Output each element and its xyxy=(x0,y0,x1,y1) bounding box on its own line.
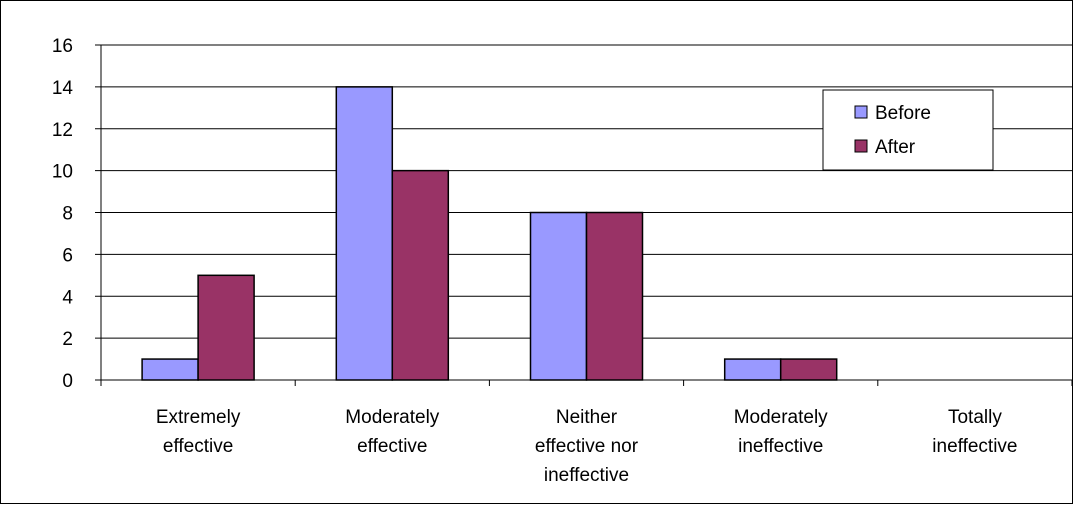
x-tick-label-line: Extremely xyxy=(156,407,241,428)
x-tick-label-line: ineffective xyxy=(544,465,629,486)
x-tick-labels: Extremely effective Moderately effective Nei… xyxy=(156,407,1018,486)
x-tick-label: Moderately ineffective xyxy=(734,407,828,457)
x-tick-label-line: effective xyxy=(357,436,427,457)
x-tick-label: Totally ineffective xyxy=(932,407,1017,457)
x-tick-label-line: Neither xyxy=(556,407,618,428)
bar-after xyxy=(585,211,644,381)
y-tick-label: 8 xyxy=(62,204,73,225)
legend-label-after: After xyxy=(875,137,916,158)
x-tick-label-line: ineffective xyxy=(932,436,1017,457)
y-tick-label: 2 xyxy=(62,329,73,350)
x-tick-label-line: ineffective xyxy=(738,436,823,457)
x-tick-label: Neither effective nor ineffective xyxy=(535,407,639,486)
legend-label-before: Before xyxy=(875,103,931,124)
y-tick-label: 6 xyxy=(62,245,73,266)
x-tick-label: Extremely effective xyxy=(156,407,241,457)
y-tick-label: 0 xyxy=(62,371,73,392)
axes xyxy=(95,44,1073,386)
x-tick-label: Moderately effective xyxy=(345,407,439,457)
y-tick-labels: 0 2 4 6 8 10 12 14 16 xyxy=(52,36,74,392)
y-tick-label: 4 xyxy=(62,287,73,308)
legend-swatch-before xyxy=(854,105,868,119)
bars xyxy=(141,86,838,381)
legend: Before After xyxy=(822,89,994,171)
y-tick-label: 10 xyxy=(52,162,73,183)
bar-after xyxy=(779,358,838,381)
x-tick-label-line: Totally xyxy=(948,407,1002,428)
x-tick-label-line: Moderately xyxy=(345,407,439,428)
bar-after xyxy=(391,169,450,381)
x-tick-label-line: Moderately xyxy=(734,407,828,428)
y-tick-label: 16 xyxy=(52,36,73,57)
legend-swatch-after xyxy=(854,139,868,153)
x-tick-label-line: effective nor xyxy=(535,436,639,457)
x-tick-label-line: effective xyxy=(163,436,233,457)
legend-box xyxy=(822,89,994,171)
bar-before xyxy=(723,358,782,381)
bar-before xyxy=(141,358,199,381)
bar-before xyxy=(529,211,588,381)
bar-after xyxy=(197,274,255,381)
bar-before xyxy=(335,86,394,381)
y-tick-label: 12 xyxy=(52,120,73,141)
y-tick-label: 14 xyxy=(52,78,74,99)
